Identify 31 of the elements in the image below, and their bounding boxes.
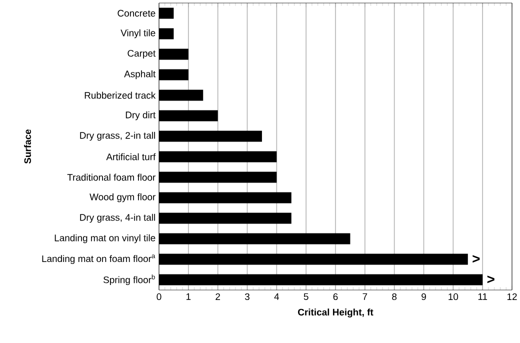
x-tick-label: 9 [422, 293, 426, 300]
x-tick-label: 11 [478, 293, 488, 300]
x-tick-label: 2 [216, 293, 220, 300]
y-tick-label: Artificial turf [106, 153, 156, 160]
x-tick-label: 8 [392, 293, 397, 300]
x-tick-label: 6 [333, 293, 338, 300]
y-tick-label: Landing mat on vinyl tile [54, 234, 156, 244]
y-tick-label: Carpet [128, 50, 156, 59]
annotation: > [472, 255, 480, 263]
annotation: > [487, 276, 494, 284]
x-tick-label: 12 [507, 293, 517, 300]
x-tick-label: 1 [186, 293, 191, 300]
y-tick-label: Rubberized track [84, 92, 156, 99]
x-tick-label: 10 [448, 293, 458, 300]
y-tick-label: Traditional foam floor [67, 174, 156, 181]
x-tick-label: 4 [274, 293, 280, 300]
x-tick-label: 0 [156, 293, 162, 300]
y-tick-label: Wood gym floor [90, 193, 156, 202]
y-tick-label: Spring floor$^{b}$ [104, 274, 155, 286]
y-tick-label: Dry dirt [126, 111, 156, 120]
y-tick-label: Landing mat on foam floor$^{a}$ [42, 254, 156, 264]
y-tick-label: Asphalt [124, 70, 156, 80]
y-tick-label: Concrete [118, 10, 156, 17]
y-tick-label: Dry grass, 2-in tall [80, 132, 155, 141]
x-tick-label: 3 [244, 293, 250, 300]
x-tick-label: 5 [304, 293, 308, 300]
y-tick-label: Vinyl tile [120, 29, 156, 38]
x-tick-label: 7 [362, 293, 368, 300]
y-axis-title: Surface [24, 129, 31, 164]
y-tick-label: Dry grass, 4-in tall [80, 214, 155, 223]
x-axis-title: Critical Height, ft [298, 308, 374, 318]
